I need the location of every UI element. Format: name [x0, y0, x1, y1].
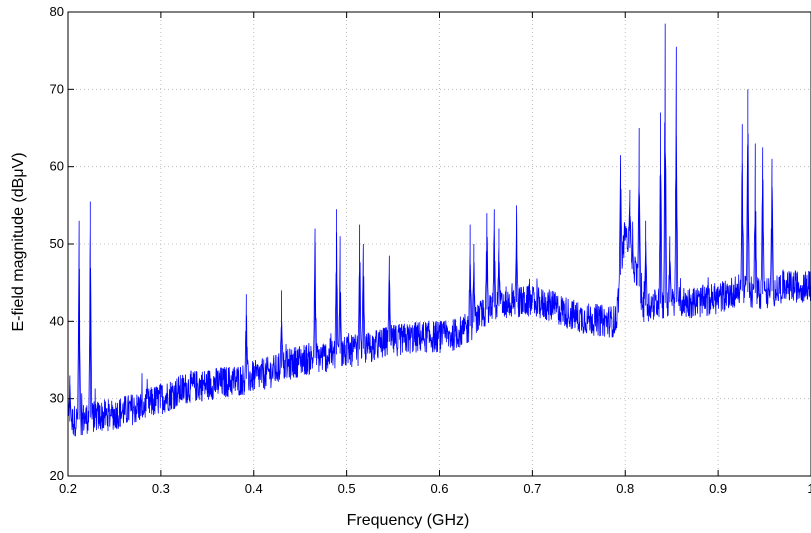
x-tick-label: 0.2 — [59, 481, 77, 496]
y-axis-ticks: 20 30 40 50 60 70 80 — [50, 4, 74, 483]
x-tick-label: 0.6 — [430, 481, 448, 496]
y-axis-label: E-field magnitude (dBμV) — [10, 152, 27, 331]
plot-area — [68, 23, 811, 437]
y-tick-label: 20 — [50, 468, 64, 483]
y-tick-label: 60 — [50, 159, 64, 174]
y-tick-label: 30 — [50, 391, 64, 406]
y-tick-label: 40 — [50, 313, 64, 328]
x-tick-label: 0.7 — [523, 481, 541, 496]
x-tick-label: 0.4 — [245, 481, 263, 496]
x-tick-label: 0.5 — [338, 481, 356, 496]
x-tick-label: 1 — [807, 481, 811, 496]
x-tick-label: 0.8 — [616, 481, 634, 496]
x-tick-label: 0.3 — [152, 481, 170, 496]
y-tick-label: 80 — [50, 4, 64, 19]
x-axis-label: Frequency (GHz) — [347, 512, 470, 529]
signal-series-line — [68, 23, 811, 437]
x-tick-label: 0.9 — [709, 481, 727, 496]
x-axis-ticks: 0.2 0.3 0.4 0.5 0.6 0.7 0.8 0.9 1 — [59, 12, 811, 496]
y-tick-label: 70 — [50, 81, 64, 96]
y-tick-label: 50 — [50, 236, 64, 251]
